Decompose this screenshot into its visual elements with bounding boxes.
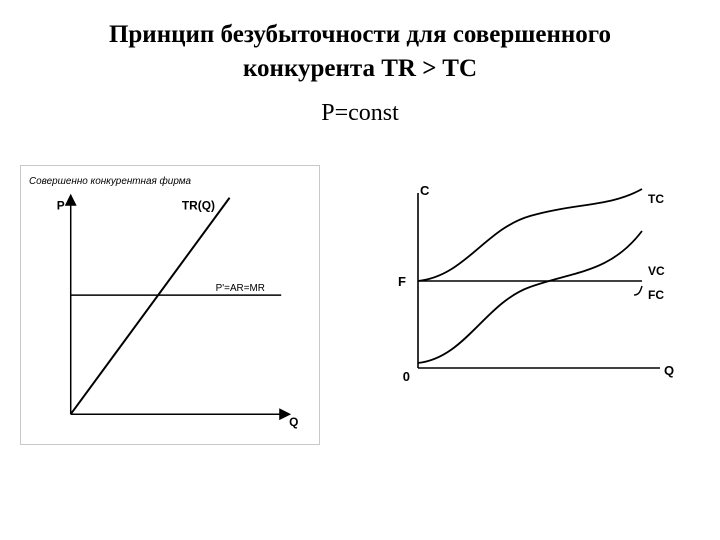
- svg-text:VC: VC: [648, 264, 665, 278]
- svg-text:FC: FC: [648, 288, 664, 302]
- slide-title: Принцип безубыточности для совершенного …: [0, 0, 720, 86]
- slide: Принцип безубыточности для совершенного …: [0, 0, 720, 540]
- svg-text:Q: Q: [664, 363, 674, 378]
- chart-left: Совершенно конкурентная фирма P Q TR(Q) P'=A…: [20, 165, 320, 445]
- svg-text:Совершенно конкурентная фирма: Совершенно конкурентная фирма: [29, 176, 192, 187]
- slide-subtitle: Р=const: [0, 100, 720, 127]
- svg-text:C: C: [420, 183, 430, 198]
- svg-text:F: F: [398, 274, 406, 289]
- svg-text:TC: TC: [648, 192, 664, 206]
- chart-right: C Q 0 F FC VC TC: [380, 183, 680, 393]
- svg-text:0: 0: [403, 369, 410, 384]
- title-line-1: Принцип безубыточности для совершенного: [109, 21, 611, 48]
- title-line-2: конкурента TR > TC: [243, 55, 477, 82]
- svg-text:Q: Q: [289, 415, 298, 429]
- svg-text:TR(Q): TR(Q): [182, 199, 215, 213]
- chart-right-svg: C Q 0 F FC VC TC: [380, 183, 680, 393]
- chart-left-svg: Совершенно конкурентная фирма P Q TR(Q) P'=A…: [21, 166, 319, 444]
- charts-area: Совершенно конкурентная фирма P Q TR(Q) P'=A…: [0, 165, 720, 525]
- svg-text:P: P: [57, 199, 65, 213]
- svg-text:P'=AR=MR: P'=AR=MR: [216, 283, 265, 294]
